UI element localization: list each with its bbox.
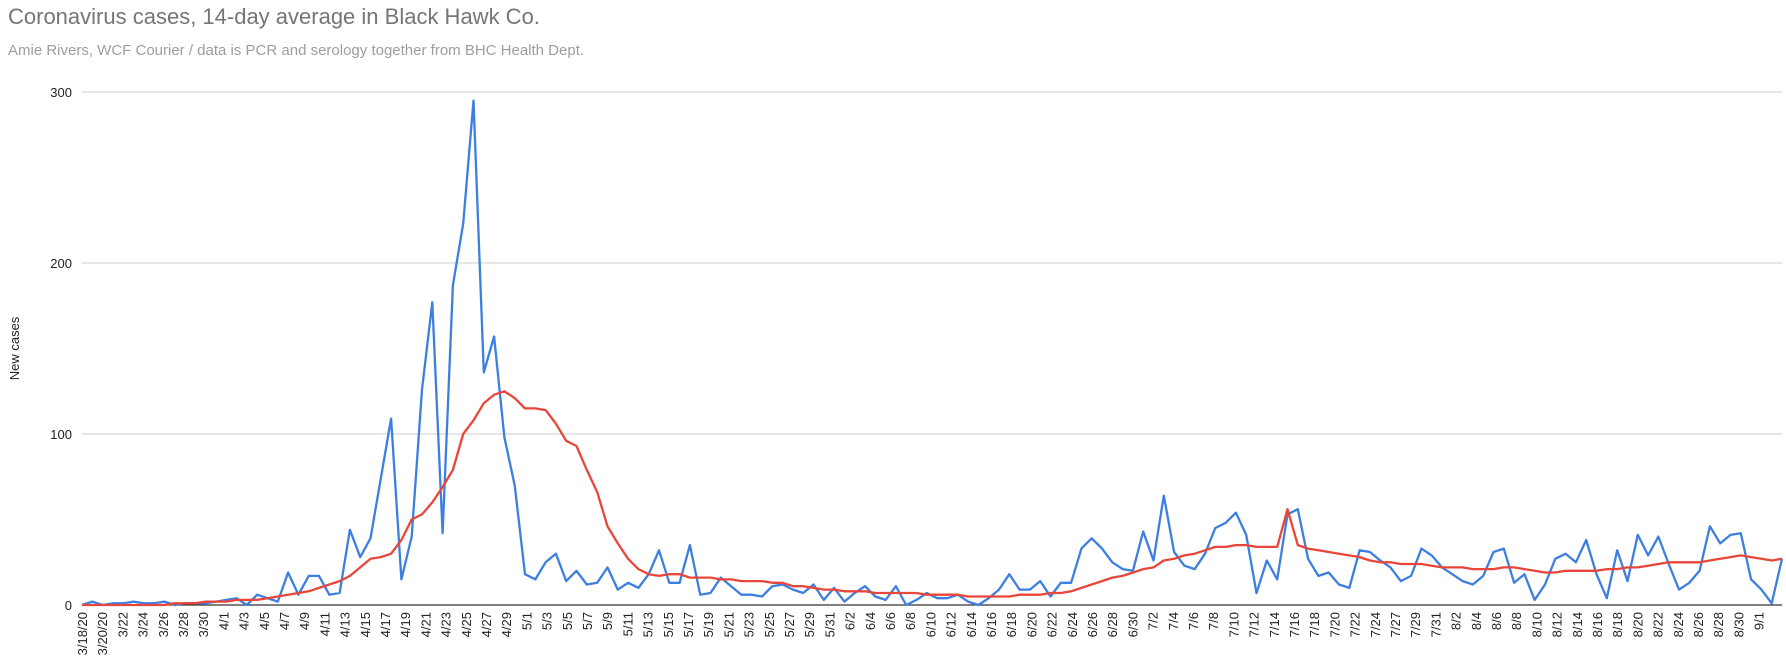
x-tick-label: 7/12 <box>1247 612 1262 637</box>
x-tick-label: 7/18 <box>1307 612 1322 637</box>
y-tick-label: 200 <box>50 256 72 271</box>
x-tick-label: 4/19 <box>398 612 413 637</box>
x-tick-label: 6/6 <box>883 612 898 630</box>
x-tick-label: 7/2 <box>1146 612 1161 630</box>
x-tick-label: 3/28 <box>176 612 191 637</box>
x-tick-label: 5/19 <box>701 612 716 637</box>
x-tick-label: 4/25 <box>459 612 474 637</box>
x-tick-label: 8/20 <box>1630 612 1645 637</box>
x-tick-label: 5/17 <box>681 612 696 637</box>
x-tick-label: 6/8 <box>903 612 918 630</box>
y-tick-label: 0 <box>65 598 72 613</box>
x-tick-label: 5/31 <box>822 612 837 637</box>
x-tick-label: 7/16 <box>1287 612 1302 637</box>
x-tick-label: 5/29 <box>802 612 817 637</box>
x-tick-label: 8/18 <box>1610 612 1625 637</box>
x-tick-label: 4/5 <box>257 612 272 630</box>
x-tick-label: 6/30 <box>1125 612 1140 637</box>
y-axis-ticks: 0 100 200 300 <box>50 85 72 613</box>
x-tick-label: 7/8 <box>1206 612 1221 630</box>
series-line-1 <box>82 390 1783 607</box>
x-tick-label: 4/27 <box>479 612 494 637</box>
series-lines <box>81 99 1784 607</box>
x-tick-label: 4/1 <box>216 612 231 630</box>
x-tick-label: 3/30 <box>196 612 211 637</box>
x-tick-label: 3/20/20 <box>95 612 110 655</box>
chart-subtitle: Amie Rivers, WCF Courier / data is PCR a… <box>8 42 585 59</box>
x-tick-label: 3/26 <box>156 612 171 637</box>
x-tick-label: 4/11 <box>317 612 332 636</box>
x-tick-label: 7/14 <box>1267 612 1282 637</box>
x-axis-ticks: 3/18/20 3/20/20 3/22 3/24 3/26 3/28 3/30 4/1 4/3… <box>75 612 1767 655</box>
x-tick-label: 7/27 <box>1388 612 1403 637</box>
x-tick-label: 6/20 <box>1024 612 1039 637</box>
x-tick-label: 8/24 <box>1671 612 1686 637</box>
x-tick-label: 4/15 <box>358 612 373 637</box>
x-tick-label: 6/24 <box>1065 612 1080 637</box>
x-tick-label: 6/10 <box>923 612 938 637</box>
x-tick-label: 5/13 <box>641 612 656 637</box>
x-tick-label: 7/20 <box>1327 612 1342 637</box>
x-tick-label: 5/3 <box>540 612 555 630</box>
x-tick-label: 3/22 <box>115 612 130 637</box>
x-tick-label: 7/10 <box>1226 612 1241 637</box>
x-tick-label: 4/23 <box>439 612 454 637</box>
x-tick-label: 8/26 <box>1691 612 1706 637</box>
x-tick-label: 4/9 <box>297 612 312 630</box>
x-tick-label: 5/15 <box>661 612 676 637</box>
x-tick-label: 4/13 <box>338 612 353 637</box>
x-tick-label: 4/21 <box>418 612 433 637</box>
gridlines <box>82 91 1782 606</box>
x-tick-label: 5/9 <box>600 612 615 630</box>
x-tick-label: 8/10 <box>1529 612 1544 637</box>
chart-title: Coronavirus cases, 14-day average in Bla… <box>8 4 540 29</box>
x-tick-label: 4/17 <box>378 612 393 637</box>
x-tick-label: 5/11 <box>620 612 635 636</box>
x-tick-label: 6/14 <box>964 612 979 637</box>
x-tick-label: 3/18/20 <box>75 612 90 655</box>
x-tick-label: 6/18 <box>1004 612 1019 637</box>
x-tick-label: 8/2 <box>1449 612 1464 630</box>
x-tick-label: 6/28 <box>1105 612 1120 637</box>
x-tick-label: 7/31 <box>1428 612 1443 637</box>
x-tick-label: 8/14 <box>1570 612 1585 637</box>
x-tick-label: 6/4 <box>863 612 878 630</box>
x-tick-label: 6/22 <box>1045 612 1060 637</box>
x-tick-label: 3/24 <box>136 612 151 637</box>
y-tick-label: 300 <box>50 85 72 100</box>
x-tick-label: 7/4 <box>1166 612 1181 630</box>
x-tick-label: 7/6 <box>1186 612 1201 630</box>
x-tick-label: 4/3 <box>237 612 252 630</box>
x-tick-label: 8/6 <box>1489 612 1504 630</box>
x-tick-label: 5/21 <box>721 612 736 637</box>
x-tick-label: 8/22 <box>1651 612 1666 637</box>
x-tick-label: 4/7 <box>277 612 292 630</box>
x-tick-label: 5/27 <box>782 612 797 637</box>
y-axis-label: New cases <box>7 316 22 380</box>
x-tick-label: 8/28 <box>1711 612 1726 637</box>
x-tick-label: 5/23 <box>742 612 757 637</box>
x-tick-label: 5/25 <box>762 612 777 637</box>
x-tick-label: 6/26 <box>1085 612 1100 637</box>
x-tick-label: 6/2 <box>843 612 858 630</box>
x-tick-label: 4/29 <box>499 612 514 637</box>
x-tick-label: 7/24 <box>1368 612 1383 637</box>
x-tick-label: 6/16 <box>984 612 999 637</box>
x-tick-label: 5/5 <box>560 612 575 630</box>
x-tick-label: 8/12 <box>1550 612 1565 637</box>
x-tick-label: 9/1 <box>1752 612 1767 630</box>
x-tick-label: 5/1 <box>519 612 534 630</box>
x-tick-label: 7/29 <box>1408 612 1423 637</box>
x-tick-label: 8/8 <box>1509 612 1524 630</box>
x-tick-label: 7/22 <box>1348 612 1363 637</box>
x-tick-label: 8/30 <box>1731 612 1746 637</box>
x-tick-label: 8/4 <box>1469 612 1484 630</box>
series-line-0 <box>81 99 1784 607</box>
x-tick-label: 8/16 <box>1590 612 1605 637</box>
x-tick-label: 6/12 <box>944 612 959 637</box>
y-tick-label: 100 <box>50 427 72 442</box>
x-tick-label: 5/7 <box>580 612 595 630</box>
